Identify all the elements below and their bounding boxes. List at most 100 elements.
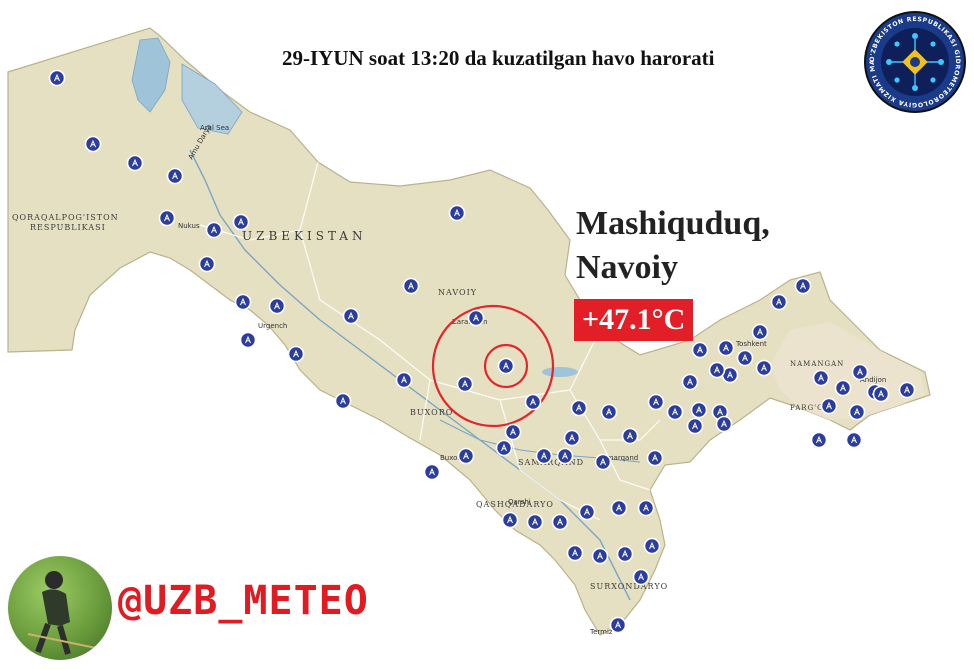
label-surxondaryo: SURXONDARYO xyxy=(590,582,668,591)
station-marker[interactable] xyxy=(234,293,252,311)
station-marker[interactable] xyxy=(456,375,474,393)
station-marker[interactable] xyxy=(770,293,788,311)
station-marker[interactable] xyxy=(845,431,863,449)
label-qarshi: Qarshi xyxy=(508,498,531,506)
aral-sea xyxy=(131,37,171,113)
station-marker[interactable] xyxy=(621,427,639,445)
station-marker[interactable] xyxy=(495,439,513,457)
label-karakalpak-1: QORAQALPOG'ISTON xyxy=(12,213,119,222)
station-marker[interactable] xyxy=(643,537,661,555)
page-title: 29-IYUN soat 13:20 da kuzatilgan havo ha… xyxy=(282,46,715,70)
station-marker[interactable] xyxy=(501,511,519,529)
station-marker[interactable] xyxy=(48,69,66,87)
station-marker[interactable] xyxy=(616,545,634,563)
highlight-inner-circle xyxy=(483,343,529,389)
label-karakalpak-2: RESPUBLIKASI xyxy=(30,223,106,232)
aral-sea-south xyxy=(181,63,243,135)
station-marker[interactable] xyxy=(820,397,838,415)
station-marker[interactable] xyxy=(239,331,257,349)
station-marker[interactable] xyxy=(609,616,627,634)
station-marker[interactable] xyxy=(681,373,699,391)
label-namangan: NAMANGAN xyxy=(790,360,844,368)
label-aral-sea: Aral Sea xyxy=(200,124,229,132)
temperature-badge: +47.1°C xyxy=(574,299,694,341)
uzbekistan-territory xyxy=(7,27,931,636)
label-termiz: Termiz xyxy=(589,628,613,636)
station-marker[interactable] xyxy=(600,403,618,421)
station-marker[interactable] xyxy=(646,449,664,467)
station-marker[interactable] xyxy=(402,277,420,295)
station-name-line2: Navoiy xyxy=(576,249,678,286)
station-marker[interactable] xyxy=(637,499,655,517)
station-marker[interactable] xyxy=(395,371,413,389)
station-marker[interactable] xyxy=(736,349,754,367)
station-marker[interactable] xyxy=(691,341,709,359)
station-marker[interactable] xyxy=(198,255,216,273)
station-marker[interactable] xyxy=(205,221,223,239)
station-marker[interactable] xyxy=(457,447,475,465)
station-marker[interactable] xyxy=(666,403,684,421)
station-marker[interactable] xyxy=(755,359,773,377)
label-country: UZBEKISTAN xyxy=(242,229,366,243)
label-qashqadaryo: QASHQADARYO xyxy=(476,500,554,509)
highlight-outer-circle xyxy=(431,304,555,428)
station-marker[interactable] xyxy=(287,345,305,363)
station-marker[interactable] xyxy=(535,447,553,465)
station-marker[interactable] xyxy=(851,363,869,381)
label-andijon: Andijon xyxy=(860,376,886,384)
label-samarqand-city: Samarqand xyxy=(598,454,638,462)
person-icon xyxy=(27,571,97,655)
label-navoiy: NAVOIY xyxy=(438,288,477,297)
station-marker[interactable] xyxy=(834,379,852,397)
station-marker[interactable] xyxy=(158,209,176,227)
station-marker[interactable] xyxy=(715,415,733,433)
station-marker[interactable] xyxy=(570,399,588,417)
station-marker[interactable] xyxy=(524,393,542,411)
station-marker[interactable] xyxy=(448,204,466,222)
station-marker[interactable] xyxy=(566,544,584,562)
station-name: Mashiquduq, Navoiy xyxy=(576,202,770,290)
label-buxoro: BUXORO xyxy=(410,408,453,417)
station-marker[interactable] xyxy=(563,429,581,447)
station-marker[interactable] xyxy=(556,447,574,465)
station-marker[interactable] xyxy=(591,547,609,565)
station-name-line1: Mashiquduq, xyxy=(576,205,770,242)
station-markers xyxy=(48,69,916,634)
aydar-lake xyxy=(542,367,578,377)
station-marker[interactable] xyxy=(126,154,144,172)
station-marker[interactable] xyxy=(810,431,828,449)
station-marker[interactable] xyxy=(526,513,544,531)
station-marker[interactable] xyxy=(551,513,569,531)
hydromet-logo: O'ZBEKISTON RESPUBLIKASI GIDROMETEOROLOG… xyxy=(863,10,966,113)
station-marker[interactable] xyxy=(342,307,360,325)
station-marker[interactable] xyxy=(497,357,515,375)
station-marker[interactable] xyxy=(717,339,735,357)
channel-handle[interactable]: @UZB_METEO xyxy=(118,578,369,624)
station-marker[interactable] xyxy=(166,167,184,185)
station-marker[interactable] xyxy=(708,361,726,379)
station-marker[interactable] xyxy=(594,453,612,471)
station-marker[interactable] xyxy=(794,277,812,295)
label-tashkent: Toshkent xyxy=(735,340,767,348)
station-marker[interactable] xyxy=(872,385,890,403)
station-marker[interactable] xyxy=(504,423,522,441)
label-urgench: Urgench xyxy=(258,322,287,330)
station-marker[interactable] xyxy=(848,403,866,421)
station-marker[interactable] xyxy=(812,369,830,387)
station-marker[interactable] xyxy=(686,417,704,435)
station-marker[interactable] xyxy=(647,393,665,411)
station-marker[interactable] xyxy=(84,135,102,153)
station-marker[interactable] xyxy=(751,323,769,341)
station-marker[interactable] xyxy=(268,297,286,315)
channel-avatar xyxy=(8,556,112,660)
station-marker[interactable] xyxy=(690,401,708,419)
station-marker[interactable] xyxy=(423,463,441,481)
station-marker[interactable] xyxy=(578,503,596,521)
station-marker[interactable] xyxy=(334,392,352,410)
station-marker[interactable] xyxy=(232,213,250,231)
station-marker[interactable] xyxy=(467,309,485,327)
station-marker[interactable] xyxy=(632,568,650,586)
station-marker[interactable] xyxy=(610,499,628,517)
station-marker[interactable] xyxy=(898,381,916,399)
